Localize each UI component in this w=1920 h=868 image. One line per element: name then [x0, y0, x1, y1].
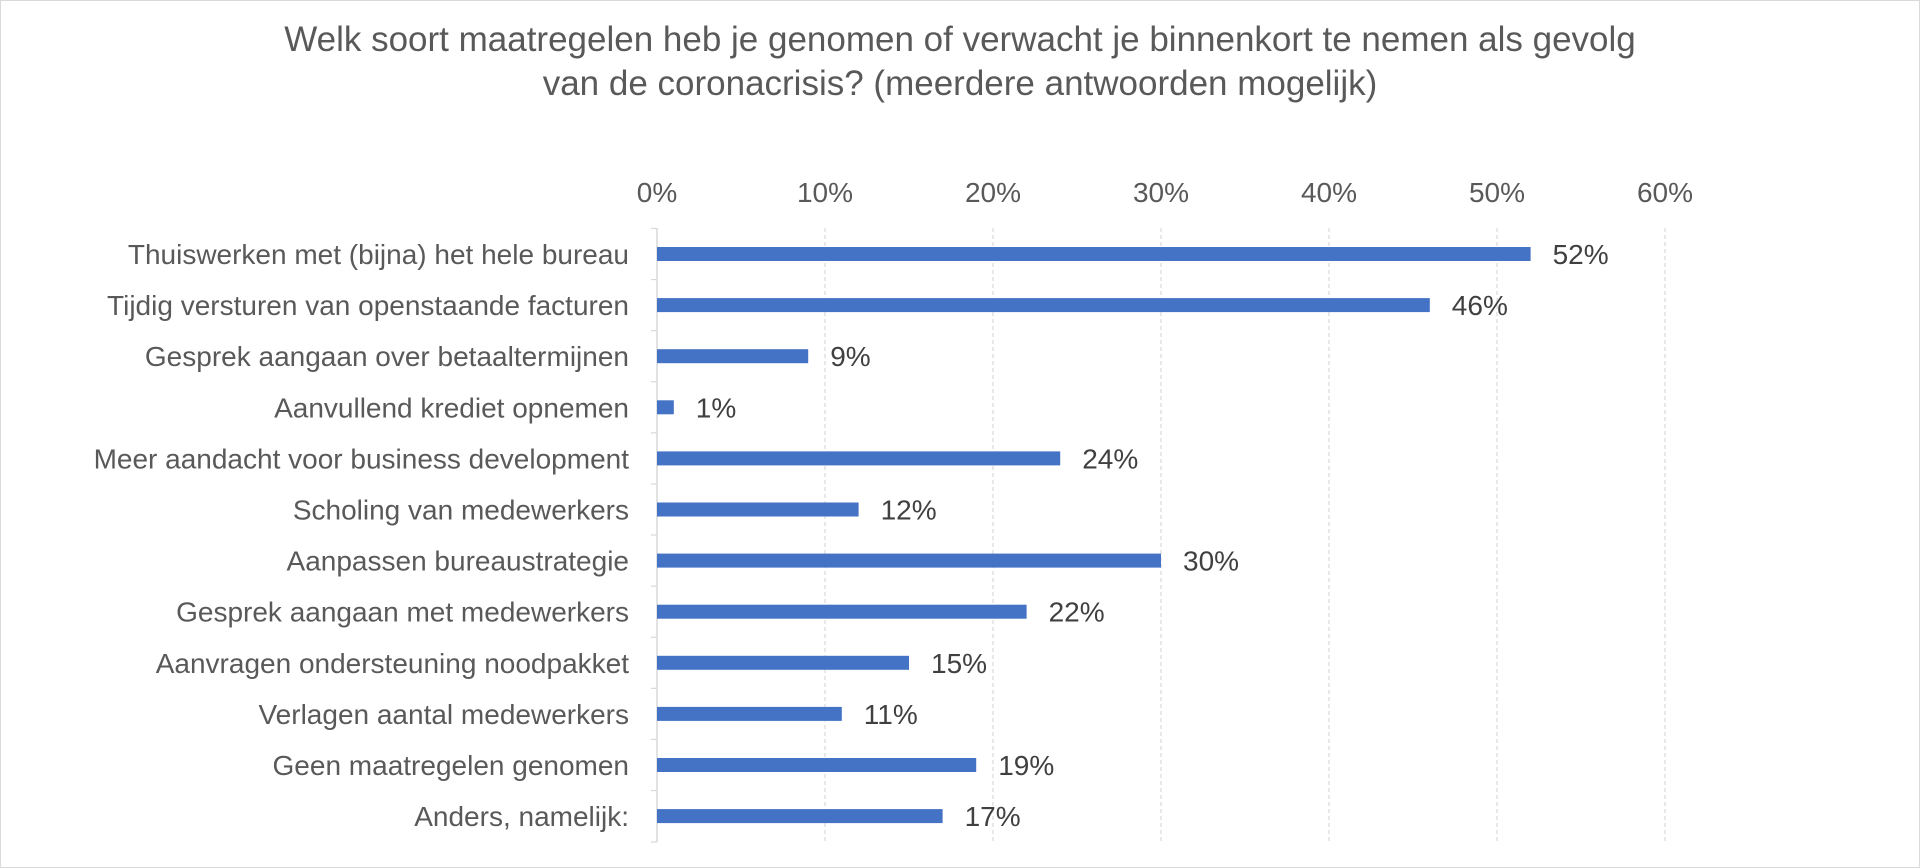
data-label: 52%: [1553, 239, 1609, 270]
category-label: Gesprek aangaan met medewerkers: [176, 597, 629, 628]
bar: [657, 758, 977, 772]
data-label: 9%: [830, 341, 870, 372]
bar: [657, 247, 1531, 261]
x-tick-label: 0%: [637, 177, 677, 208]
gridlines: [824, 228, 1666, 842]
category-label: Tijdig versturen van openstaande facture…: [107, 290, 629, 321]
data-label: 17%: [965, 801, 1021, 832]
bar: [657, 655, 909, 670]
category-label: Geen maatregelen genomen: [273, 750, 629, 781]
chart-title: Welk soort maatregelen heb je genomen of…: [0, 18, 1920, 106]
data-label: 1%: [696, 392, 736, 423]
bars: [657, 247, 1531, 824]
category-labels: Thuiswerken met (bijna) het hele bureau T…: [94, 239, 630, 832]
category-label: Scholing van medewerkers: [293, 495, 629, 526]
bar: [657, 502, 859, 517]
category-label: Thuiswerken met (bijna) het hele bureau: [128, 239, 629, 270]
bar: [657, 604, 1027, 619]
category-label: Meer aandacht voor business development: [94, 443, 630, 474]
data-label: 19%: [998, 750, 1054, 781]
data-label: 30%: [1183, 546, 1239, 577]
category-label: Anders, namelijk:: [414, 801, 629, 832]
bar: [657, 706, 842, 721]
category-label: Aanvullend krediet opnemen: [274, 392, 629, 423]
bar: [657, 349, 809, 364]
x-tick-label: 50%: [1469, 177, 1525, 208]
chart-title-line-1: Welk soort maatregelen heb je genomen of…: [284, 20, 1636, 59]
bar: [657, 451, 1061, 466]
data-label: 12%: [881, 495, 937, 526]
data-label: 15%: [931, 648, 987, 679]
x-tick-label: 30%: [1133, 177, 1189, 208]
data-label: 11%: [864, 699, 918, 730]
x-tick-label: 10%: [797, 177, 853, 208]
category-label: Aanvragen ondersteuning noodpakket: [156, 648, 629, 679]
data-labels: 52% 46% 9% 1% 24% 12% 30% 22% 15% 11% 19% 17%: [696, 239, 1609, 832]
x-tick-label: 40%: [1301, 177, 1357, 208]
bar: [657, 298, 1430, 313]
category-label: Aanpassen bureaustrategie: [287, 546, 629, 577]
category-label: Verlagen aantal medewerkers: [259, 699, 629, 730]
bar: [657, 809, 943, 824]
chart-title-line-2: van de coronacrisis? (meerdere antwoorde…: [542, 64, 1378, 103]
x-tick-label: 20%: [965, 177, 1021, 208]
data-label: 24%: [1082, 443, 1138, 474]
x-axis: 0% 10% 20% 30% 40% 50% 60%: [637, 177, 1693, 843]
data-label: 46%: [1452, 290, 1508, 321]
data-label: 22%: [1049, 597, 1105, 628]
bar: [657, 553, 1161, 568]
x-tick-label: 60%: [1637, 177, 1693, 208]
category-label: Gesprek aangaan over betaaltermijnen: [145, 341, 629, 372]
bar: [657, 400, 674, 415]
